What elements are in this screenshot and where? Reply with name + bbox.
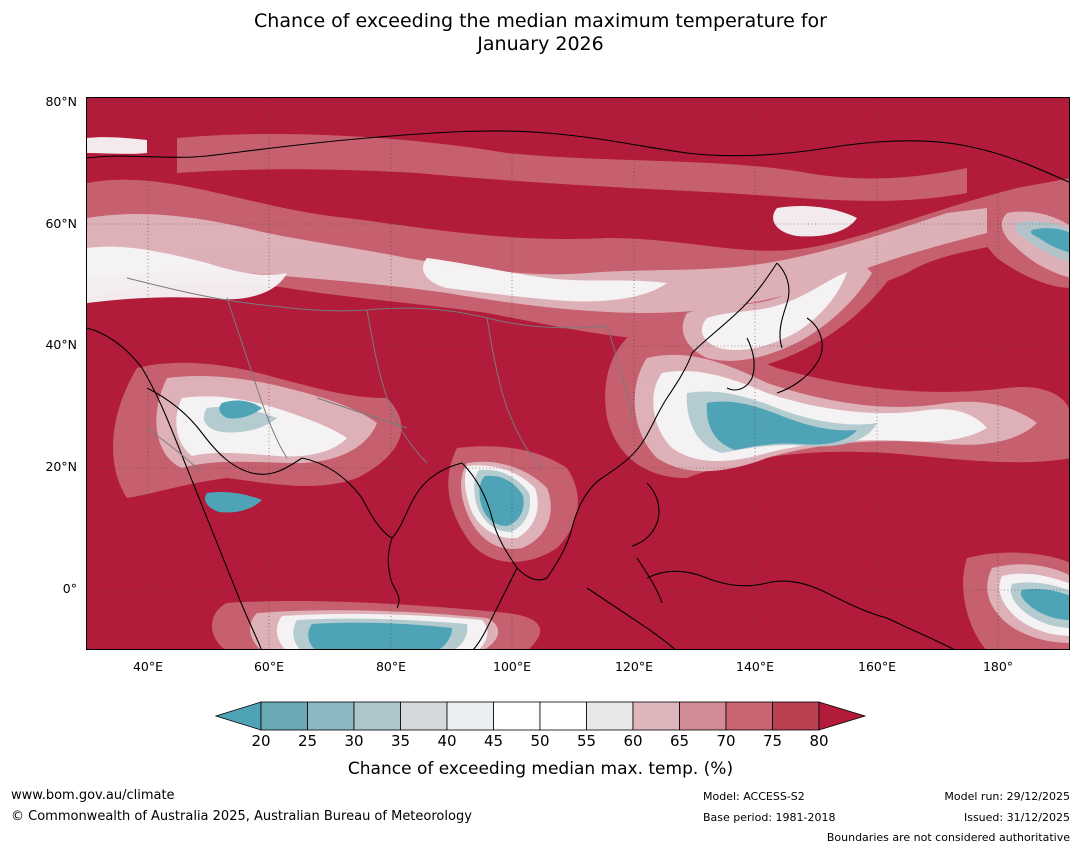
lon-label: 60°E — [253, 659, 285, 674]
country-borders — [126, 277, 633, 474]
colorbar-tick: 25 — [297, 732, 318, 750]
issued-date: Issued: 31/12/2025 — [963, 811, 1070, 824]
colorbar-tick: 45 — [483, 732, 504, 750]
colorbar-tick: 75 — [762, 732, 783, 750]
colorbar-segment — [307, 701, 355, 731]
lon-label: 40°E — [132, 659, 164, 674]
colorbar — [215, 701, 867, 731]
colorbar-tick: 60 — [623, 732, 643, 750]
boundaries-disclaimer: Boundaries are not considered authoritat… — [826, 831, 1070, 844]
website-link[interactable]: www.bom.gov.au/climate — [11, 788, 175, 803]
lat-label: 20°N — [45, 459, 77, 474]
colorbar-segment — [260, 701, 308, 731]
coastlines — [87, 130, 1069, 649]
model-name: Model: ACCESS-S2 — [703, 790, 805, 803]
lat-label: 80°N — [45, 94, 77, 109]
colorbar-segment — [493, 701, 541, 731]
lat-label: 0° — [62, 581, 77, 596]
colorbar-tick: 80 — [809, 732, 829, 750]
lon-label: 80°E — [375, 659, 407, 674]
colorbar-segment — [772, 701, 820, 731]
lat-label: 60°N — [45, 216, 77, 231]
colorbar-segment — [446, 701, 494, 731]
map-title-line2: January 2026 — [477, 33, 604, 55]
map-panel — [86, 97, 1070, 650]
colorbar-tick: 50 — [530, 732, 550, 750]
colorbar-segment — [679, 701, 727, 731]
colorbar-segment — [725, 701, 773, 731]
colorbar-tick: 35 — [390, 732, 411, 750]
colorbar-segment — [539, 701, 587, 731]
probability-20-fields — [205, 228, 1069, 649]
lon-label: 160°E — [857, 659, 897, 674]
colorbar-segment — [353, 701, 401, 731]
lon-label: 120°E — [614, 659, 654, 674]
colorbar-tick: 65 — [669, 732, 690, 750]
lat-label: 40°N — [45, 337, 77, 352]
map-title-line1: Chance of exceeding the median maximum t… — [254, 10, 827, 32]
colorbar-segment — [400, 701, 448, 731]
colorbar-tick: 55 — [576, 732, 597, 750]
model-run-date: Model run: 29/12/2025 — [944, 790, 1070, 803]
lon-label: 140°E — [735, 659, 775, 674]
lon-label: 180° — [982, 659, 1014, 674]
colorbar-tick: 30 — [344, 732, 364, 750]
colorbar-over-arrow — [818, 701, 867, 731]
colorbar-segment — [586, 701, 634, 731]
colorbar-segment — [632, 701, 680, 731]
colorbar-label: Chance of exceeding median max. temp. (%… — [347, 759, 734, 779]
colorbar-under-arrow — [215, 701, 262, 731]
copyright-text: © Commonwealth of Australia 2025, Austra… — [11, 809, 472, 824]
base-period: Base period: 1981-2018 — [703, 811, 836, 824]
lon-label: 100°E — [492, 659, 532, 674]
colorbar-tick: 70 — [716, 732, 736, 750]
graticule — [87, 98, 1069, 649]
probability-map — [87, 98, 1069, 649]
colorbar-tick: 20 — [251, 732, 271, 750]
colorbar-tick: 40 — [437, 732, 457, 750]
